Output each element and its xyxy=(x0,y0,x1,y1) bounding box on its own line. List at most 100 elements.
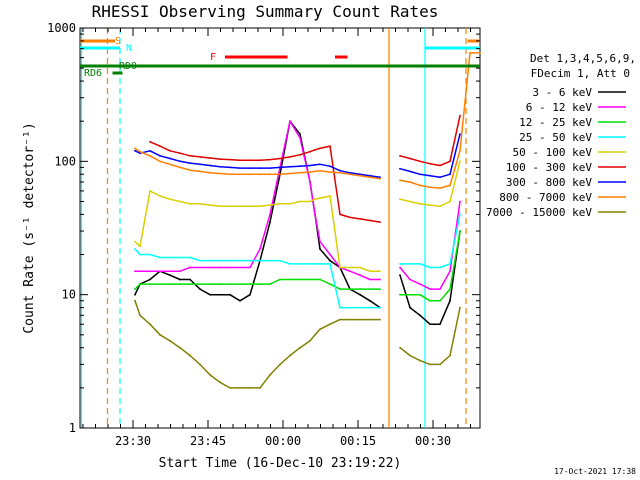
series-4-point-21 xyxy=(314,198,316,201)
series-8-point-4 xyxy=(149,323,151,326)
series-0-point-8 xyxy=(189,278,191,281)
series-2-point-25 xyxy=(349,288,351,290)
series-4 xyxy=(134,160,461,273)
plot-frame xyxy=(79,27,481,429)
series-7-point-36 xyxy=(459,149,461,152)
series-7-point-18 xyxy=(289,172,291,175)
series-1-point-33 xyxy=(429,288,431,290)
legend-entry-label-6: 300 - 800 keV xyxy=(506,176,592,189)
series-6-point-27 xyxy=(369,174,371,177)
series-8-point-9 xyxy=(199,363,201,366)
series-3-point-33 xyxy=(429,266,431,269)
series-7-point-12 xyxy=(229,173,231,176)
series-7-point-22 xyxy=(319,169,321,172)
series-1-point-18 xyxy=(289,120,291,123)
series-6-point-8 xyxy=(189,162,191,165)
flag-n-segment-1 xyxy=(425,46,480,50)
x-axis-label: Start Time (16-Dec-10 23:19:22) xyxy=(159,456,402,471)
vertical-markers xyxy=(80,28,467,428)
series-8-point-11 xyxy=(219,381,221,384)
flag-rd0-segment-1 xyxy=(287,64,338,68)
series-3-point-23 xyxy=(329,263,331,265)
series-2-point-3 xyxy=(139,283,141,285)
series-5-point-5 xyxy=(159,145,161,148)
series-5-point-30 xyxy=(399,154,401,157)
series-8-point-28 xyxy=(379,318,381,321)
series-3-point-16 xyxy=(269,259,271,262)
series-3 xyxy=(134,213,461,309)
series-7-point-24 xyxy=(339,171,341,174)
series-6-point-3 xyxy=(139,152,141,155)
legend-entry-6: 300 - 800 keV xyxy=(506,176,626,189)
series-5-point-10 xyxy=(209,157,211,159)
series-4-point-8 xyxy=(189,202,191,205)
series-4-point-9 xyxy=(199,202,201,205)
series-2-point-30 xyxy=(399,293,401,296)
series-5-point-4 xyxy=(149,140,151,143)
series-8-point-32 xyxy=(419,359,421,362)
series-8-point-36 xyxy=(459,306,461,309)
legend-entry-2: 12 - 25 keV xyxy=(519,116,626,129)
series-1-point-23 xyxy=(329,253,331,256)
series-7-point-38 xyxy=(479,52,481,54)
series-1-point-15 xyxy=(259,248,261,250)
series-7-point-14 xyxy=(249,173,251,176)
series-5-point-34 xyxy=(439,164,441,167)
series-8 xyxy=(134,299,461,389)
flag-rd6: RD6 xyxy=(84,68,123,79)
series-7-point-25 xyxy=(349,173,351,176)
legend-entry-label-8: 7000 - 15000 keV xyxy=(486,206,592,219)
y-axis-label: Count Rate (s⁻¹ detector⁻¹) xyxy=(22,122,37,333)
series-0-point-10 xyxy=(209,293,211,296)
series-7-point-32 xyxy=(419,184,421,187)
series-1-point-25 xyxy=(349,270,351,273)
series-1-point-4 xyxy=(149,270,151,273)
series-0-point-22 xyxy=(319,248,321,250)
series-7-point-8 xyxy=(189,169,191,172)
series-1-point-34 xyxy=(439,288,441,290)
series-1-point-5 xyxy=(159,270,161,273)
series-4-point-19 xyxy=(299,200,301,203)
series-5-point-15 xyxy=(259,159,261,162)
series-5-point-12 xyxy=(229,158,231,161)
series-8-point-10 xyxy=(209,374,211,376)
series-7-point-27 xyxy=(369,176,371,179)
series-5-point-14 xyxy=(249,159,251,162)
x-tick-label-4: 00:30 xyxy=(415,434,451,448)
series-2-point-23 xyxy=(329,283,331,285)
series-4-point-18 xyxy=(289,202,291,205)
series-4-point-28 xyxy=(379,270,381,273)
flag-rd0: RD0 xyxy=(80,61,480,72)
series-6-point-28 xyxy=(379,176,381,179)
series-6-point-15 xyxy=(259,167,261,170)
flag-f: F xyxy=(210,52,348,63)
legend-entry-label-0: 3 - 6 keV xyxy=(532,86,592,99)
series-4-point-36 xyxy=(459,160,461,163)
series-3-point-26 xyxy=(359,306,361,309)
series-8-point-13 xyxy=(239,387,241,389)
series-5-point-19 xyxy=(299,153,301,156)
series-1-point-12 xyxy=(229,266,231,269)
flag-rd0-segment-2 xyxy=(337,64,480,68)
series-5-point-21 xyxy=(314,148,316,151)
series-3-point-13 xyxy=(239,259,241,262)
series-2-point-24 xyxy=(339,288,341,290)
series-1-point-27 xyxy=(369,278,371,281)
flag-f-segment-1 xyxy=(335,55,348,59)
series-1-point-13 xyxy=(239,266,241,269)
series-0-point-14 xyxy=(249,293,251,296)
series-5-point-20 xyxy=(309,150,311,153)
series-4-point-25 xyxy=(349,266,351,269)
y-tick-label-0: 1 xyxy=(69,421,76,435)
legend-entry-label-5: 100 - 300 keV xyxy=(506,161,592,174)
series-1-point-14 xyxy=(249,266,251,269)
series-1 xyxy=(134,120,461,290)
series-8-point-7 xyxy=(179,346,181,349)
legend-header-line2: FDecim 1, Att 0 xyxy=(531,67,630,80)
series-2-point-21 xyxy=(314,278,316,281)
series-0-point-7 xyxy=(179,278,181,281)
flag-label-rd0: RD0 xyxy=(119,61,137,72)
series-1-point-8 xyxy=(189,266,191,269)
series-1-point-19 xyxy=(299,137,301,139)
series-1-point-11 xyxy=(219,266,221,269)
